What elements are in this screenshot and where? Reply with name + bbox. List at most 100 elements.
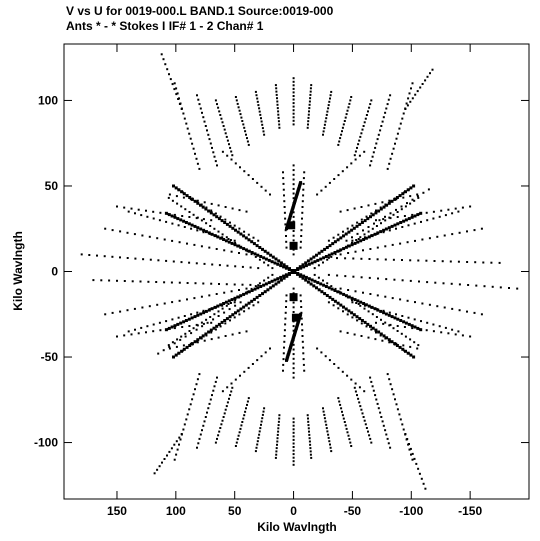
uv-point	[339, 330, 342, 333]
uv-dense-point	[209, 328, 213, 332]
uv-dense-point	[199, 312, 203, 316]
uv-point	[327, 433, 330, 436]
uv-point	[370, 380, 373, 383]
uv-dense-point	[410, 324, 414, 328]
uv-point	[325, 427, 328, 430]
uv-point	[325, 423, 328, 426]
uv-point	[386, 103, 389, 106]
uv-point	[365, 427, 368, 429]
uv-point	[292, 119, 295, 122]
uv-point	[351, 239, 354, 242]
uv-point	[307, 123, 309, 126]
uv-point	[292, 453, 295, 456]
uv-point	[213, 155, 216, 158]
uv-point	[224, 408, 227, 411]
uv-point	[491, 285, 494, 288]
uv-point	[401, 423, 404, 426]
uv-dense-point	[327, 253, 331, 257]
uv-dense-point	[419, 211, 423, 215]
uv-point	[161, 461, 163, 464]
uv-point	[307, 427, 310, 430]
uv-point	[285, 306, 287, 308]
uv-dense-point	[258, 246, 262, 249]
uv-point	[276, 443, 278, 446]
uv-point	[373, 222, 375, 225]
uv-point	[221, 121, 224, 124]
uv-point	[254, 255, 257, 258]
uv-point	[282, 352, 285, 355]
uv-dense-point	[393, 316, 397, 320]
uv-point	[367, 336, 370, 339]
uv-point	[402, 428, 405, 431]
uv-point	[344, 116, 347, 119]
uv-point	[389, 446, 392, 449]
uv-point	[457, 210, 460, 213]
uv-point	[182, 428, 185, 431]
uv-dense-point	[413, 325, 417, 329]
uv-point	[467, 284, 470, 286]
uv-point	[158, 465, 161, 468]
uv-point	[361, 412, 364, 415]
uv-dense-point	[336, 238, 340, 242]
uv-point	[425, 329, 428, 332]
uv-dense-point	[379, 309, 383, 313]
uv-point	[292, 80, 295, 83]
uv-point	[368, 276, 371, 279]
uv-point	[328, 359, 331, 362]
uv-point	[211, 263, 214, 266]
uv-point	[159, 211, 162, 214]
uv-point	[285, 240, 288, 243]
uv-dense-point	[225, 222, 229, 226]
uv-dense-point	[190, 197, 194, 201]
uv-point	[257, 239, 260, 242]
uv-point	[203, 201, 206, 204]
uv-point	[292, 424, 295, 427]
uv-point	[429, 72, 431, 75]
uv-point	[386, 167, 389, 170]
uv-point	[170, 447, 173, 450]
uv-point	[184, 332, 187, 335]
uv-point	[406, 438, 409, 440]
uv-dense-point	[328, 295, 332, 299]
uv-point	[345, 113, 348, 116]
uv-point	[260, 185, 263, 188]
y-tick-label: -50	[41, 350, 59, 364]
uv-point	[282, 188, 285, 191]
uv-point	[257, 436, 260, 439]
uv-point	[285, 235, 287, 237]
uv-dense-point	[177, 351, 181, 355]
uv-point	[451, 233, 454, 236]
uv-dense-point	[344, 245, 348, 249]
uv-dense-point	[342, 247, 346, 251]
uv-point	[387, 98, 390, 101]
uv-point	[155, 281, 158, 283]
uv-point	[210, 219, 213, 222]
uv-dense-point	[353, 298, 357, 302]
uv-point	[292, 421, 295, 424]
uv-point	[219, 215, 222, 218]
uv-point	[409, 338, 412, 341]
uv-dense-point	[182, 192, 186, 196]
uv-dense-point	[316, 281, 320, 285]
uv-point	[198, 373, 201, 376]
uv-dense-point	[328, 244, 332, 248]
uv-point	[218, 110, 221, 113]
uv-dense-point	[301, 276, 305, 280]
uv-point	[322, 133, 324, 136]
uv-point	[188, 261, 191, 264]
uv-point	[387, 442, 390, 445]
uv-dense-point	[410, 215, 414, 219]
uv-point	[466, 230, 468, 233]
uv-point	[210, 331, 213, 334]
uv-point	[189, 342, 192, 345]
uv-dense-point	[407, 217, 411, 221]
uv-point	[342, 123, 345, 126]
uv-point	[356, 232, 359, 235]
uv-point	[413, 341, 416, 344]
uv-dense-point	[184, 319, 188, 322]
uv-dense-point	[267, 281, 271, 285]
uv-point	[292, 456, 295, 459]
uv-point	[228, 308, 231, 311]
uv-point	[274, 84, 277, 87]
